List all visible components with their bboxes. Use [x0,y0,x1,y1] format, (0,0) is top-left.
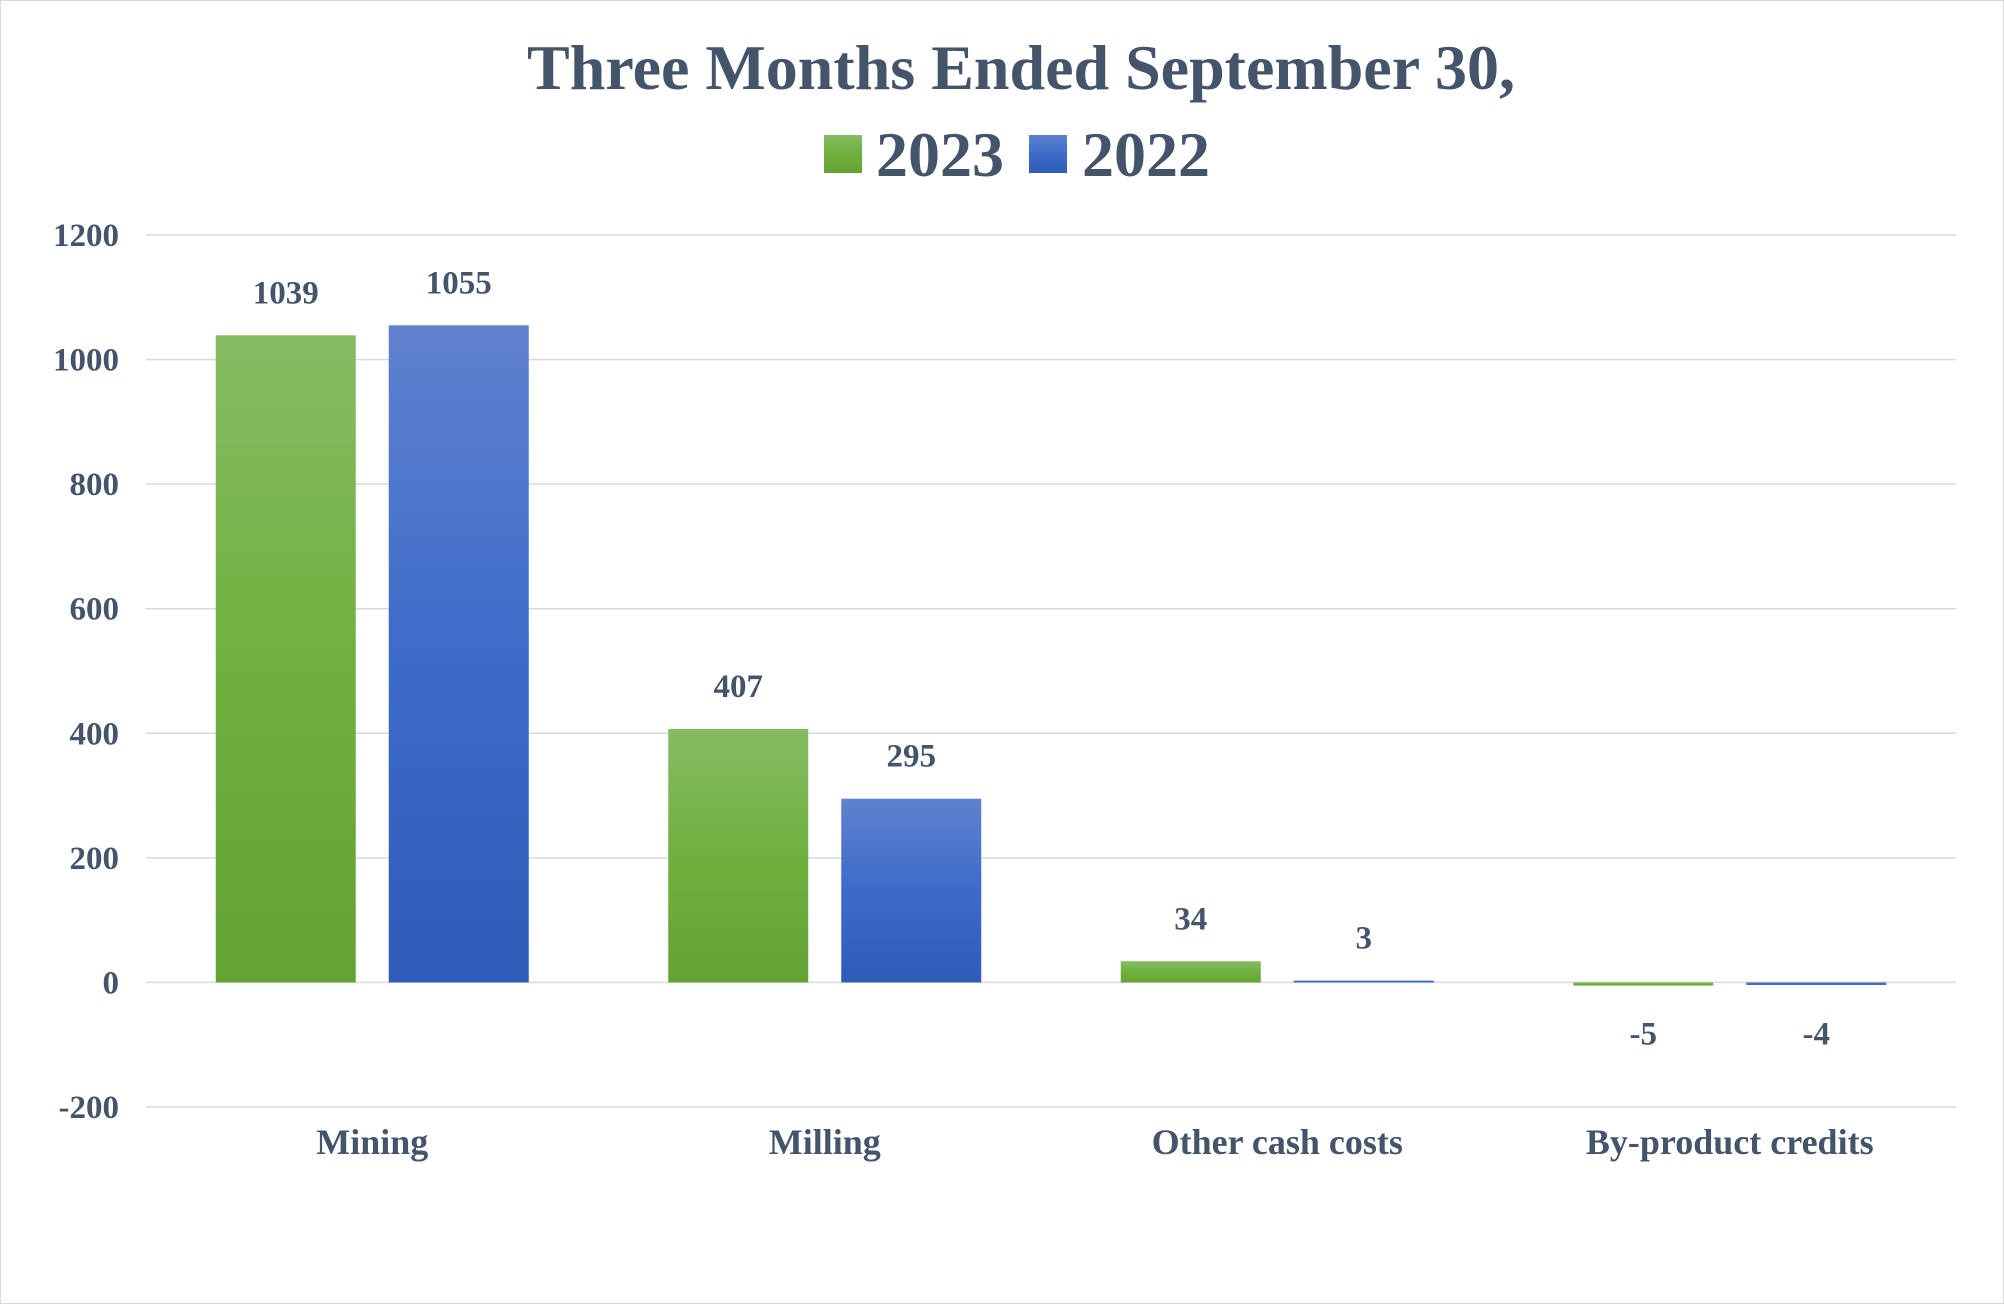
data-label: -5 [1630,1016,1658,1052]
bar-2022-1 [841,798,982,983]
x-axis: Mining Milling Other cash costs By-product … [316,1122,1873,1162]
legend-label-2023: 2023 [876,119,1004,190]
y-tick-label: 800 [70,467,120,503]
bar-2023-1 [668,728,809,983]
legend-label-2022: 2022 [1082,119,1210,190]
legend-swatch-2022 [1029,135,1067,173]
bar-2022-3 [1746,982,1887,985]
y-tick-label: 1000 [53,343,119,379]
y-tick-label: 0 [103,965,120,1001]
chart-legend: 2023 2022 [824,119,1210,190]
x-category-label: By-product credits [1586,1122,1874,1162]
y-tick-label: 200 [70,841,120,877]
y-tick-label: 600 [70,592,120,628]
x-category-label: Milling [769,1122,881,1162]
bar-2023-0 [215,335,356,983]
data-label: 34 [1174,901,1207,937]
y-axis: -200 0 200 400 600 800 1000 1200 [53,218,119,1126]
y-tick-label: 1200 [53,218,119,254]
legend-swatch-2023 [824,135,862,173]
data-label: 3 [1356,921,1373,957]
y-tick-label: -200 [59,1090,120,1126]
chart-title: Three Months Ended September 30, [527,32,1515,103]
bar-2022-0 [388,325,529,983]
data-label: 1039 [253,275,319,311]
bars-group [215,325,1887,986]
data-labels: 1039 1055 407 295 34 3 -5 -4 [253,265,1830,1052]
x-category-label: Other cash costs [1152,1122,1403,1162]
data-label: -4 [1803,1016,1831,1052]
data-label: 1055 [426,265,492,301]
y-tick-label: 400 [70,716,120,752]
bar-2023-3 [1573,982,1714,986]
data-label: 295 [887,739,937,775]
data-label: 407 [714,669,764,705]
bar-2022-2 [1293,980,1434,983]
bar-2023-2 [1120,961,1261,983]
x-category-label: Mining [316,1122,428,1162]
